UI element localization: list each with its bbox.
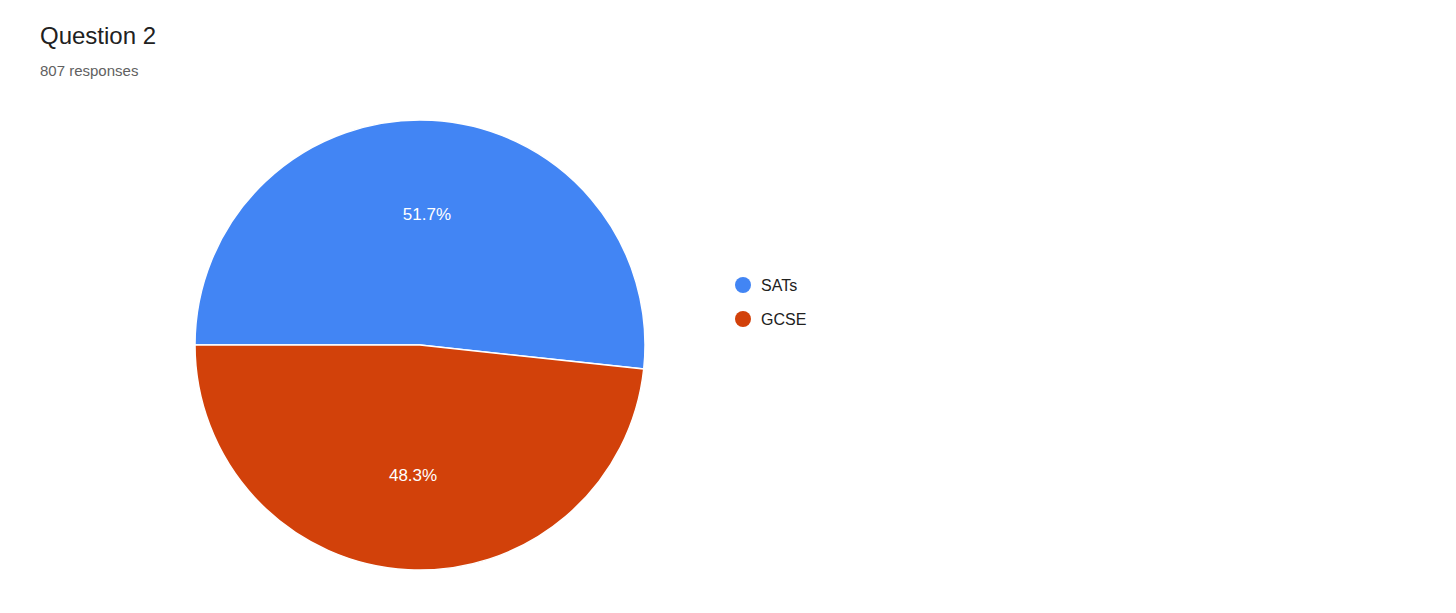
- legend: SATs GCSE: [735, 277, 806, 328]
- legend-label: SATs: [761, 277, 797, 294]
- legend-marker: [735, 277, 751, 293]
- legend-label: GCSE: [761, 311, 806, 328]
- legend-item: SATs: [735, 277, 797, 294]
- chart: Question 2 807 responses 51.7% 48.3% SATs GCS…: [0, 0, 1456, 613]
- data-labels: 51.7% 48.3%: [389, 205, 451, 485]
- pie-slice: [195, 345, 644, 570]
- title: Question 2: [40, 22, 156, 49]
- pie-slice: [195, 120, 645, 369]
- legend-item: GCSE: [735, 311, 806, 328]
- pie: [195, 120, 645, 570]
- legend-marker: [735, 311, 751, 327]
- data-label: 48.3%: [389, 466, 437, 485]
- subtitle: 807 responses: [40, 62, 138, 79]
- data-label: 51.7%: [403, 205, 451, 224]
